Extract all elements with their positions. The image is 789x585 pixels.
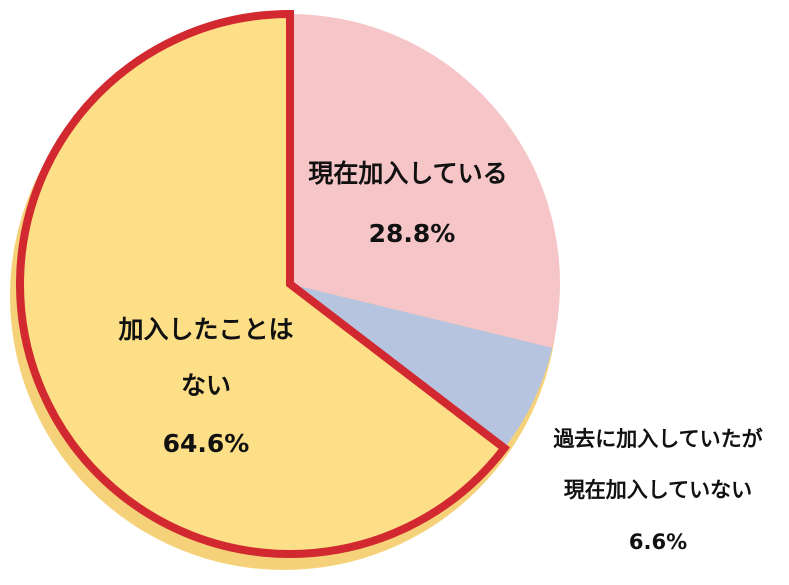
slice-label-past-line2: 現在加入していない [564,478,752,502]
slice-value-never: 64.6% [163,429,250,458]
pie-slice-current [290,14,560,348]
slice-label-current: 現在加入している [308,159,507,188]
highlight-outline [16,9,510,558]
slice-label-past-line1: 過去に加入していたが [553,427,762,451]
slice-value-past: 6.6% [629,530,687,554]
slice-label-never-line1: 加入したことは [117,315,293,344]
highlight-outline-group [16,9,510,558]
slice-label-never-line2: ない [181,371,231,400]
pie-slice-past [290,284,553,449]
pie-slice-never [20,14,505,554]
pie-slices [20,14,560,554]
slice-value-current: 28.8% [369,219,456,248]
